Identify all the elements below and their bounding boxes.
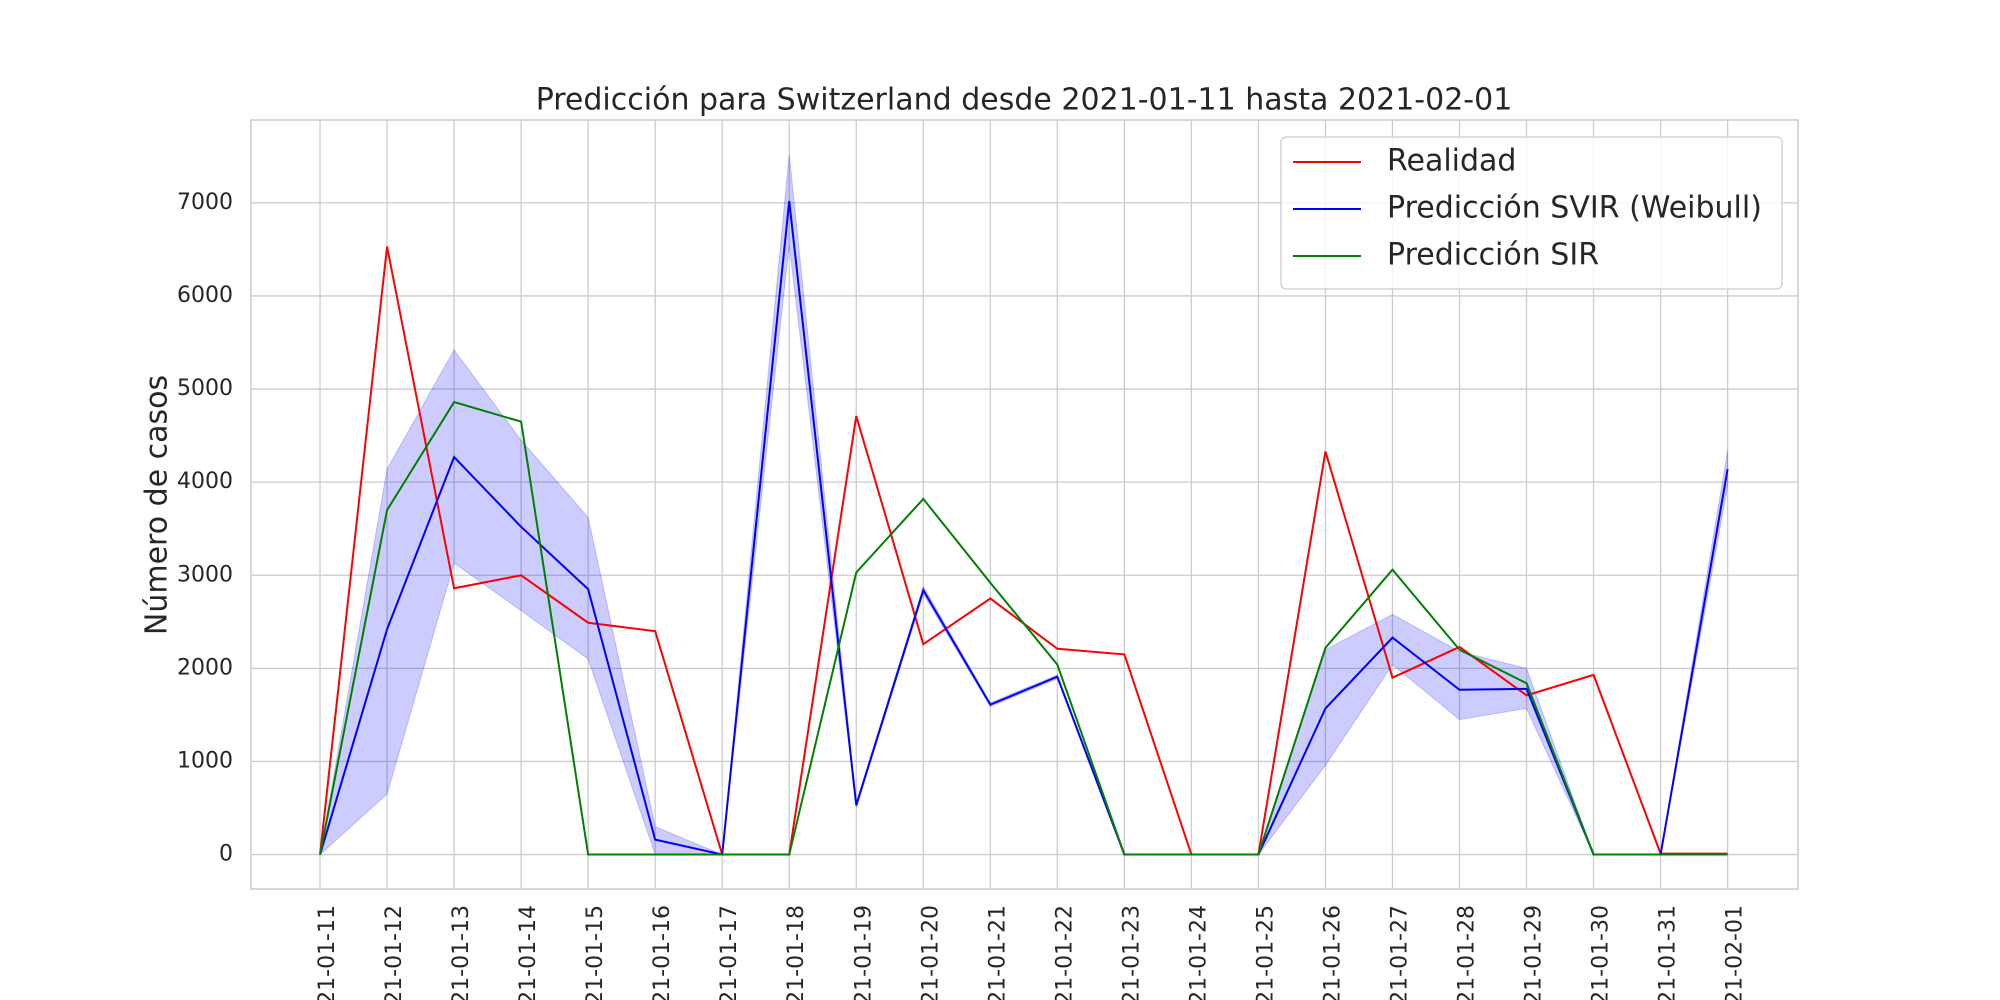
x-tick-label: 2021-01-14 xyxy=(516,905,541,1000)
chart-title: Predicción para Switzerland desde 2021-0… xyxy=(536,83,1513,118)
x-tick-label: 2021-01-25 xyxy=(1253,905,1278,1000)
y-tick-label: 6000 xyxy=(177,283,233,308)
x-tick-label: 2021-01-29 xyxy=(1522,905,1547,1000)
x-tick-label: 2021-01-11 xyxy=(315,905,340,1000)
x-tick-label: 2021-01-18 xyxy=(784,905,809,1000)
x-tick-label: 2021-01-22 xyxy=(1052,905,1077,1000)
x-tick-label: 2021-01-12 xyxy=(382,905,407,1000)
y-tick-label: 7000 xyxy=(177,190,233,215)
y-tick-label: 0 xyxy=(219,842,233,867)
x-tick-label: 2021-01-30 xyxy=(1589,905,1614,1000)
x-tick-label: 2021-02-01 xyxy=(1723,905,1748,1000)
x-tick-label: 2021-01-26 xyxy=(1320,905,1345,1000)
y-axis-label: Número de casos xyxy=(140,375,175,635)
x-tick-label: 2021-01-20 xyxy=(918,905,943,1000)
legend-label: Predicción SVIR (Weibull) xyxy=(1387,191,1762,226)
legend-label: Realidad xyxy=(1387,144,1516,179)
plot-frame xyxy=(250,119,1799,890)
x-tick-label: 2021-01-24 xyxy=(1186,905,1211,1000)
y-tick-label: 5000 xyxy=(177,376,233,401)
x-tick-label: 2021-01-19 xyxy=(851,905,876,1000)
legend-box xyxy=(1280,136,1783,290)
x-tick-label: 2021-01-15 xyxy=(583,905,608,1000)
y-tick-label: 3000 xyxy=(177,562,233,587)
x-tick-label: 2021-01-13 xyxy=(449,905,474,1000)
x-tick-label: 2021-01-23 xyxy=(1119,905,1144,1000)
x-tick-label: 2021-01-16 xyxy=(650,905,675,1000)
x-tick-label: 2021-01-21 xyxy=(985,905,1010,1000)
series-line xyxy=(319,200,1729,856)
series-line xyxy=(319,400,1728,856)
x-tick-label: 2021-01-27 xyxy=(1387,905,1412,1000)
y-tick-label: 4000 xyxy=(177,469,233,494)
x-tick-label: 2021-01-17 xyxy=(717,905,742,1000)
x-tick-label: 2021-01-31 xyxy=(1656,905,1681,1000)
y-tick-label: 1000 xyxy=(177,748,233,773)
x-tick-label: 2021-01-28 xyxy=(1455,905,1480,1000)
y-tick-label: 2000 xyxy=(177,655,233,680)
legend-label: Predicción SIR xyxy=(1387,238,1599,273)
confidence-band xyxy=(319,154,1729,856)
